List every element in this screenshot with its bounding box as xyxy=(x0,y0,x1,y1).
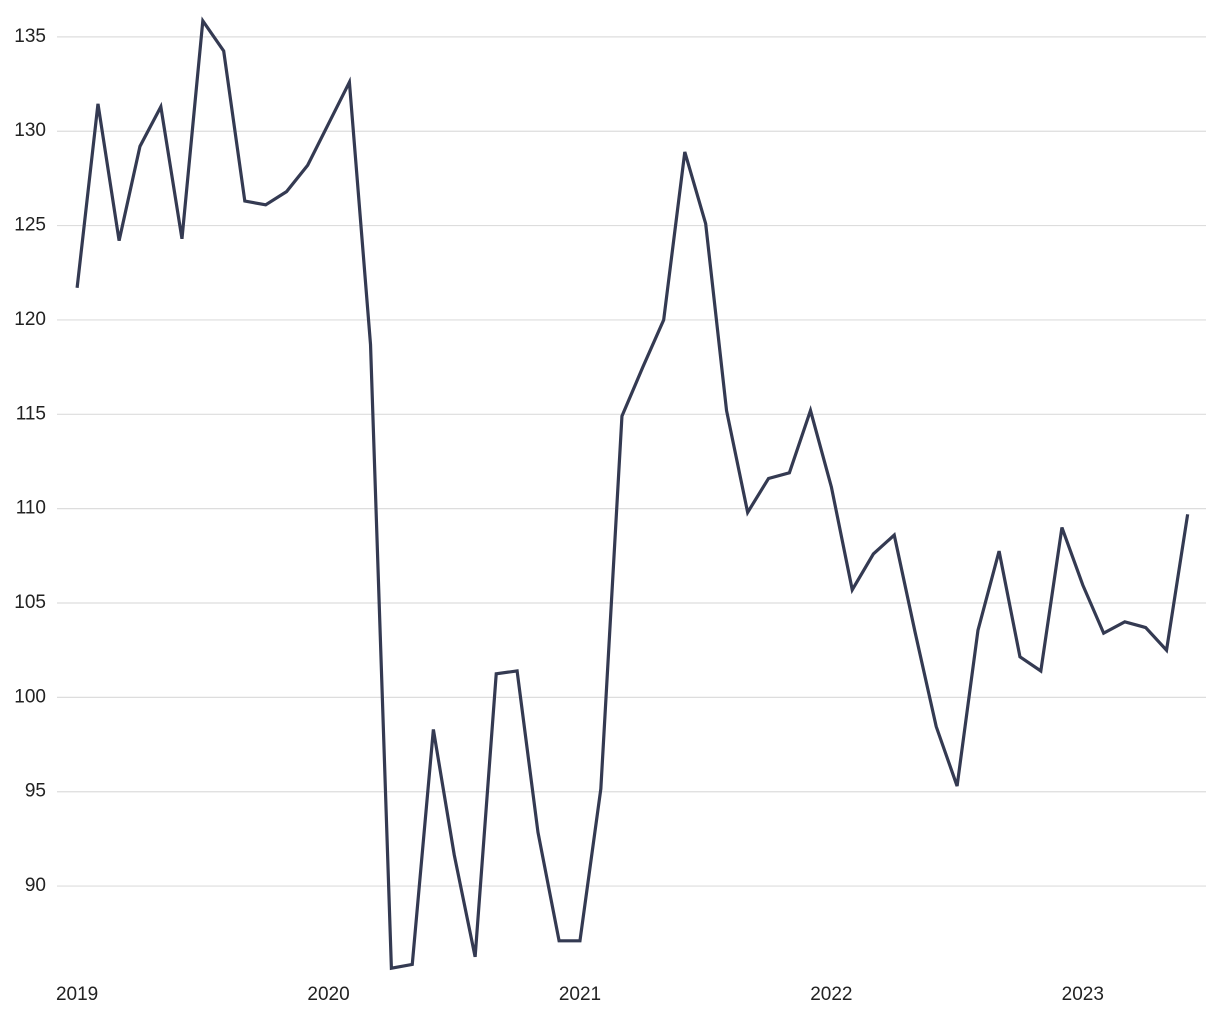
x-tick-label: 2022 xyxy=(810,984,852,1005)
y-tick-label: 100 xyxy=(14,686,46,707)
x-tick-label: 2019 xyxy=(56,984,98,1005)
x-tick-label: 2021 xyxy=(559,984,601,1005)
y-tick-label: 130 xyxy=(14,120,46,141)
y-tick-label: 125 xyxy=(14,215,46,236)
y-tick-label: 95 xyxy=(25,781,46,802)
y-tick-label: 105 xyxy=(14,592,46,613)
data-line xyxy=(75,16,1190,971)
x-tick-label: 2023 xyxy=(1062,984,1104,1005)
y-tick-label: 115 xyxy=(16,403,46,424)
y-tick-label: 110 xyxy=(16,498,46,519)
y-tick-label: 90 xyxy=(25,875,46,896)
y-tick-label: 135 xyxy=(14,26,46,47)
y-tick-label: 120 xyxy=(14,309,46,330)
x-tick-label: 2020 xyxy=(307,984,349,1005)
